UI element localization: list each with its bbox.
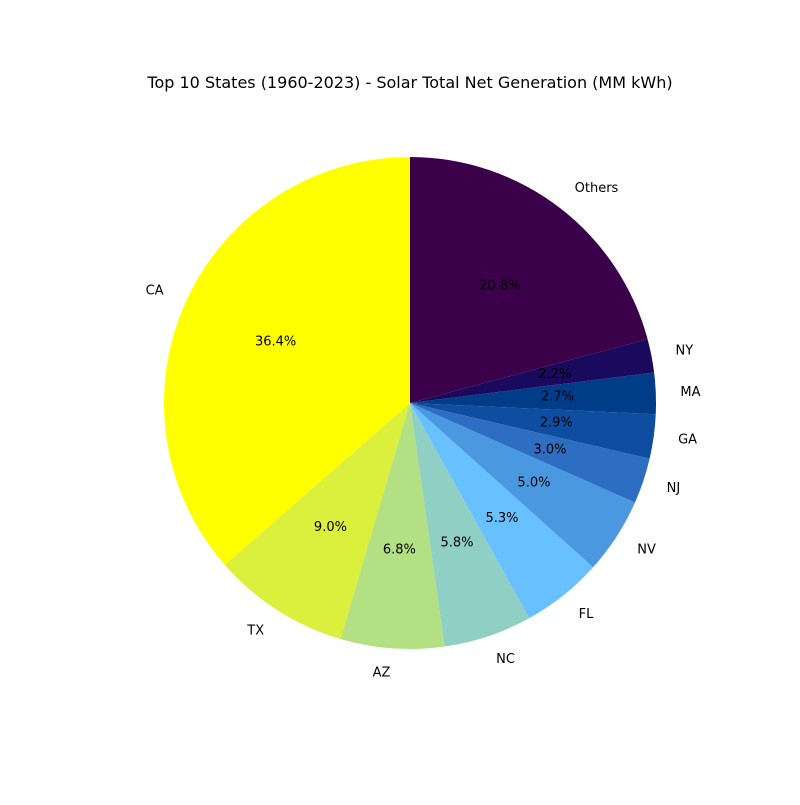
slice-label-nv: NV (637, 542, 656, 557)
chart-title: Top 10 States (1960-2023) - Solar Total … (146, 73, 672, 92)
slice-label-others: Others (575, 181, 619, 196)
pie-slice-tx (224, 403, 410, 639)
pct-label-others: 20.8% (479, 278, 520, 293)
slice-label-nc: NC (496, 652, 515, 667)
slice-label-ma: MA (680, 385, 700, 400)
pct-label-ny: 2.2% (538, 367, 571, 382)
slice-label-nj: NJ (667, 481, 681, 496)
pie-slice-ca (164, 157, 410, 565)
pct-label-az: 6.8% (383, 543, 416, 558)
pct-label-nv: 5.0% (517, 476, 550, 491)
pie-slice-az (340, 403, 445, 649)
pie-slice-ny (410, 339, 655, 403)
pct-label-nc: 5.8% (440, 535, 473, 550)
slice-label-ca: CA (146, 284, 164, 299)
pct-label-nj: 3.0% (533, 442, 566, 457)
pie-slice-nv (410, 403, 635, 568)
pct-label-ga: 2.9% (540, 416, 573, 431)
slice-label-tx: TX (246, 623, 264, 638)
pie-slices (164, 157, 656, 649)
pie-slice-ga (410, 403, 656, 459)
pct-label-ma: 2.7% (541, 390, 574, 405)
slice-label-ny: NY (676, 343, 694, 358)
pie-slice-nc (410, 403, 530, 647)
pie-labels: CA 36.4% TX 9.0% AZ 6.8% NC 5.8% FL 5.3% NV 5.0% NJ 3… (146, 181, 701, 681)
pct-label-fl: 5.3% (485, 511, 518, 526)
pie-slice-nj (410, 403, 650, 503)
pie-slice-others (410, 157, 648, 403)
pie-slice-ma (410, 372, 656, 415)
slice-label-fl: FL (579, 607, 594, 622)
pie-slice-fl (410, 403, 594, 619)
slice-label-ga: GA (678, 432, 697, 447)
pct-label-tx: 9.0% (314, 520, 347, 535)
slice-label-az: AZ (373, 665, 391, 680)
pct-label-ca: 36.4% (255, 334, 296, 349)
